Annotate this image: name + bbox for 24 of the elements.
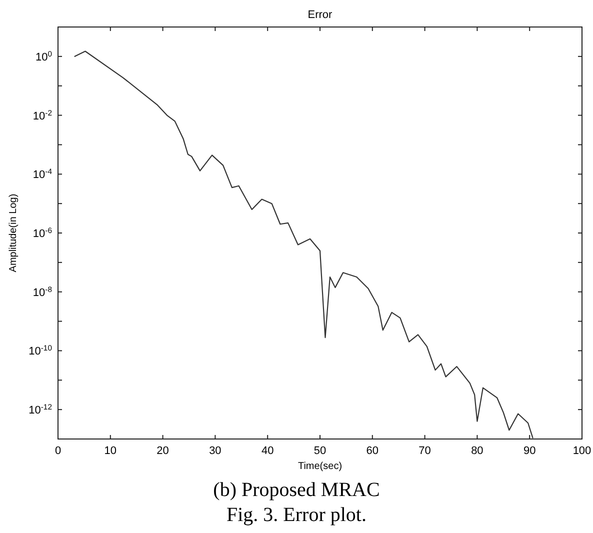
chart-title: Error [308, 9, 333, 21]
y-tick-label: 10$^{-10}$ [28, 343, 52, 358]
x-tick-label: 20 [156, 445, 169, 457]
caption: Fig. 3. Error plot. [226, 504, 366, 526]
x-tick-label: 30 [209, 445, 222, 457]
x-tick-label: 0 [54, 445, 62, 457]
x-axis-title: Time(sec) [298, 461, 342, 472]
text: (b) Proposed MRAC [213, 479, 380, 501]
y-tick-label: 10$^{-2}$ [32, 108, 52, 122]
x-tick-label: 10 [104, 445, 117, 457]
y-axis-title: Amplitude(in Log) [8, 194, 19, 272]
x-tick-label: 40 [261, 445, 274, 457]
x-tick-label: 70 [418, 445, 431, 457]
y-tick-label: 10$^{-6}$ [32, 226, 52, 240]
y-tick-label: 10$^{-4}$ [32, 166, 53, 182]
x-tick-label: 80 [471, 445, 484, 457]
x-tick-label: 60 [366, 445, 379, 457]
y-tick-label: 10$^{-8}$ [32, 284, 52, 299]
x-tick-label: 100 [572, 445, 592, 457]
x-tick-label: 90 [523, 445, 536, 457]
line-series [74, 50, 534, 438]
x-tick-label: 50 [314, 445, 326, 457]
y-tick-label: 10$^{-12}$ [28, 402, 52, 417]
y-tick-label: 10$^{0}$ [35, 48, 52, 64]
